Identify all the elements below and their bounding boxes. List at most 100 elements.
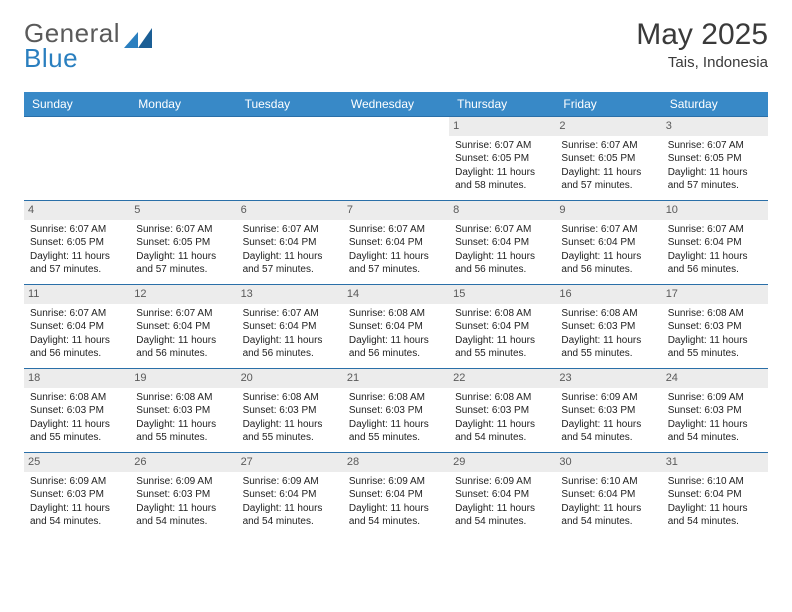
dow-thursday: Thursday [449, 92, 555, 117]
calendar-day-cell: · [237, 117, 343, 201]
day-number: 14 [343, 285, 449, 304]
sunset-text: Sunset: 6:04 PM [243, 488, 337, 502]
daylight-text: Daylight: 11 hours and 56 minutes. [136, 334, 230, 361]
daylight-text: Daylight: 11 hours and 54 minutes. [561, 418, 655, 445]
calendar-day-cell: 24Sunrise: 6:09 AMSunset: 6:03 PMDayligh… [662, 369, 768, 453]
daylight-text: Daylight: 11 hours and 57 minutes. [668, 166, 762, 193]
calendar-day-cell: 12Sunrise: 6:07 AMSunset: 6:04 PMDayligh… [130, 285, 236, 369]
day-number: 12 [130, 285, 236, 304]
day-number: 25 [24, 453, 130, 472]
sunrise-text: Sunrise: 6:09 AM [30, 475, 124, 489]
calendar-week-row: ····1Sunrise: 6:07 AMSunset: 6:05 PMDayl… [24, 117, 768, 201]
calendar-day-cell: 31Sunrise: 6:10 AMSunset: 6:04 PMDayligh… [662, 453, 768, 537]
calendar-week-row: 25Sunrise: 6:09 AMSunset: 6:03 PMDayligh… [24, 453, 768, 537]
sunset-text: Sunset: 6:05 PM [668, 152, 762, 166]
calendar-day-cell: 17Sunrise: 6:08 AMSunset: 6:03 PMDayligh… [662, 285, 768, 369]
sunrise-text: Sunrise: 6:07 AM [243, 307, 337, 321]
daylight-text: Daylight: 11 hours and 57 minutes. [243, 250, 337, 277]
sunset-text: Sunset: 6:03 PM [243, 404, 337, 418]
dow-header-row: Sunday Monday Tuesday Wednesday Thursday… [24, 92, 768, 117]
calendar-day-cell: 19Sunrise: 6:08 AMSunset: 6:03 PMDayligh… [130, 369, 236, 453]
calendar-day-cell: 15Sunrise: 6:08 AMSunset: 6:04 PMDayligh… [449, 285, 555, 369]
sunset-text: Sunset: 6:04 PM [30, 320, 124, 334]
sunrise-text: Sunrise: 6:08 AM [349, 391, 443, 405]
sunrise-text: Sunrise: 6:07 AM [668, 223, 762, 237]
day-number: 11 [24, 285, 130, 304]
daylight-text: Daylight: 11 hours and 57 minutes. [349, 250, 443, 277]
day-number: 31 [662, 453, 768, 472]
calendar-week-row: 4Sunrise: 6:07 AMSunset: 6:05 PMDaylight… [24, 201, 768, 285]
day-number: 28 [343, 453, 449, 472]
sunrise-text: Sunrise: 6:09 AM [668, 391, 762, 405]
day-number: 4 [24, 201, 130, 220]
calendar-table: Sunday Monday Tuesday Wednesday Thursday… [24, 92, 768, 537]
daylight-text: Daylight: 11 hours and 55 minutes. [455, 334, 549, 361]
dow-wednesday: Wednesday [343, 92, 449, 117]
dow-friday: Friday [555, 92, 661, 117]
dow-sunday: Sunday [24, 92, 130, 117]
logo-text-blue: Blue [24, 43, 78, 74]
sunrise-text: Sunrise: 6:07 AM [30, 307, 124, 321]
sunset-text: Sunset: 6:04 PM [243, 236, 337, 250]
calendar-day-cell: 10Sunrise: 6:07 AMSunset: 6:04 PMDayligh… [662, 201, 768, 285]
sunset-text: Sunset: 6:04 PM [455, 236, 549, 250]
calendar-week-row: 18Sunrise: 6:08 AMSunset: 6:03 PMDayligh… [24, 369, 768, 453]
day-number: 1 [449, 117, 555, 136]
daylight-text: Daylight: 11 hours and 54 minutes. [30, 502, 124, 529]
daylight-text: Daylight: 11 hours and 55 minutes. [349, 418, 443, 445]
sunset-text: Sunset: 6:03 PM [561, 404, 655, 418]
daylight-text: Daylight: 11 hours and 56 minutes. [561, 250, 655, 277]
sunset-text: Sunset: 6:03 PM [349, 404, 443, 418]
sunrise-text: Sunrise: 6:07 AM [349, 223, 443, 237]
day-number: 19 [130, 369, 236, 388]
daylight-text: Daylight: 11 hours and 54 minutes. [243, 502, 337, 529]
calendar-day-cell: 1Sunrise: 6:07 AMSunset: 6:05 PMDaylight… [449, 117, 555, 201]
calendar-day-cell: 22Sunrise: 6:08 AMSunset: 6:03 PMDayligh… [449, 369, 555, 453]
sunrise-text: Sunrise: 6:08 AM [455, 391, 549, 405]
sunrise-text: Sunrise: 6:08 AM [349, 307, 443, 321]
calendar-day-cell: 2Sunrise: 6:07 AMSunset: 6:05 PMDaylight… [555, 117, 661, 201]
day-number: 29 [449, 453, 555, 472]
daylight-text: Daylight: 11 hours and 54 minutes. [455, 418, 549, 445]
sunset-text: Sunset: 6:05 PM [136, 236, 230, 250]
sunset-text: Sunset: 6:04 PM [561, 236, 655, 250]
calendar-day-cell: 18Sunrise: 6:08 AMSunset: 6:03 PMDayligh… [24, 369, 130, 453]
calendar-day-cell: 8Sunrise: 6:07 AMSunset: 6:04 PMDaylight… [449, 201, 555, 285]
sunset-text: Sunset: 6:03 PM [30, 488, 124, 502]
sunset-text: Sunset: 6:05 PM [561, 152, 655, 166]
sunrise-text: Sunrise: 6:08 AM [30, 391, 124, 405]
day-number: 23 [555, 369, 661, 388]
calendar-week-row: 11Sunrise: 6:07 AMSunset: 6:04 PMDayligh… [24, 285, 768, 369]
calendar-day-cell: 26Sunrise: 6:09 AMSunset: 6:03 PMDayligh… [130, 453, 236, 537]
calendar-day-cell: 28Sunrise: 6:09 AMSunset: 6:04 PMDayligh… [343, 453, 449, 537]
calendar-day-cell: 7Sunrise: 6:07 AMSunset: 6:04 PMDaylight… [343, 201, 449, 285]
calendar-day-cell: 5Sunrise: 6:07 AMSunset: 6:05 PMDaylight… [130, 201, 236, 285]
daylight-text: Daylight: 11 hours and 57 minutes. [136, 250, 230, 277]
calendar-day-cell: 27Sunrise: 6:09 AMSunset: 6:04 PMDayligh… [237, 453, 343, 537]
daylight-text: Daylight: 11 hours and 55 minutes. [136, 418, 230, 445]
daylight-text: Daylight: 11 hours and 56 minutes. [349, 334, 443, 361]
sunset-text: Sunset: 6:04 PM [243, 320, 337, 334]
day-number: 10 [662, 201, 768, 220]
sunset-text: Sunset: 6:05 PM [30, 236, 124, 250]
sunrise-text: Sunrise: 6:08 AM [561, 307, 655, 321]
sunset-text: Sunset: 6:04 PM [668, 236, 762, 250]
calendar-day-cell: 3Sunrise: 6:07 AMSunset: 6:05 PMDaylight… [662, 117, 768, 201]
sunset-text: Sunset: 6:05 PM [455, 152, 549, 166]
daylight-text: Daylight: 11 hours and 54 minutes. [455, 502, 549, 529]
day-number: 9 [555, 201, 661, 220]
daylight-text: Daylight: 11 hours and 55 minutes. [243, 418, 337, 445]
day-number: 27 [237, 453, 343, 472]
sunrise-text: Sunrise: 6:07 AM [561, 139, 655, 153]
sunset-text: Sunset: 6:03 PM [561, 320, 655, 334]
sunset-text: Sunset: 6:03 PM [455, 404, 549, 418]
calendar-day-cell: 29Sunrise: 6:09 AMSunset: 6:04 PMDayligh… [449, 453, 555, 537]
sunset-text: Sunset: 6:04 PM [136, 320, 230, 334]
calendar-day-cell: 14Sunrise: 6:08 AMSunset: 6:04 PMDayligh… [343, 285, 449, 369]
sunrise-text: Sunrise: 6:10 AM [668, 475, 762, 489]
day-number: 6 [237, 201, 343, 220]
sunset-text: Sunset: 6:04 PM [349, 236, 443, 250]
title-block: May 2025 Tais, Indonesia [636, 18, 768, 71]
location-label: Tais, Indonesia [636, 54, 768, 71]
day-number: 20 [237, 369, 343, 388]
